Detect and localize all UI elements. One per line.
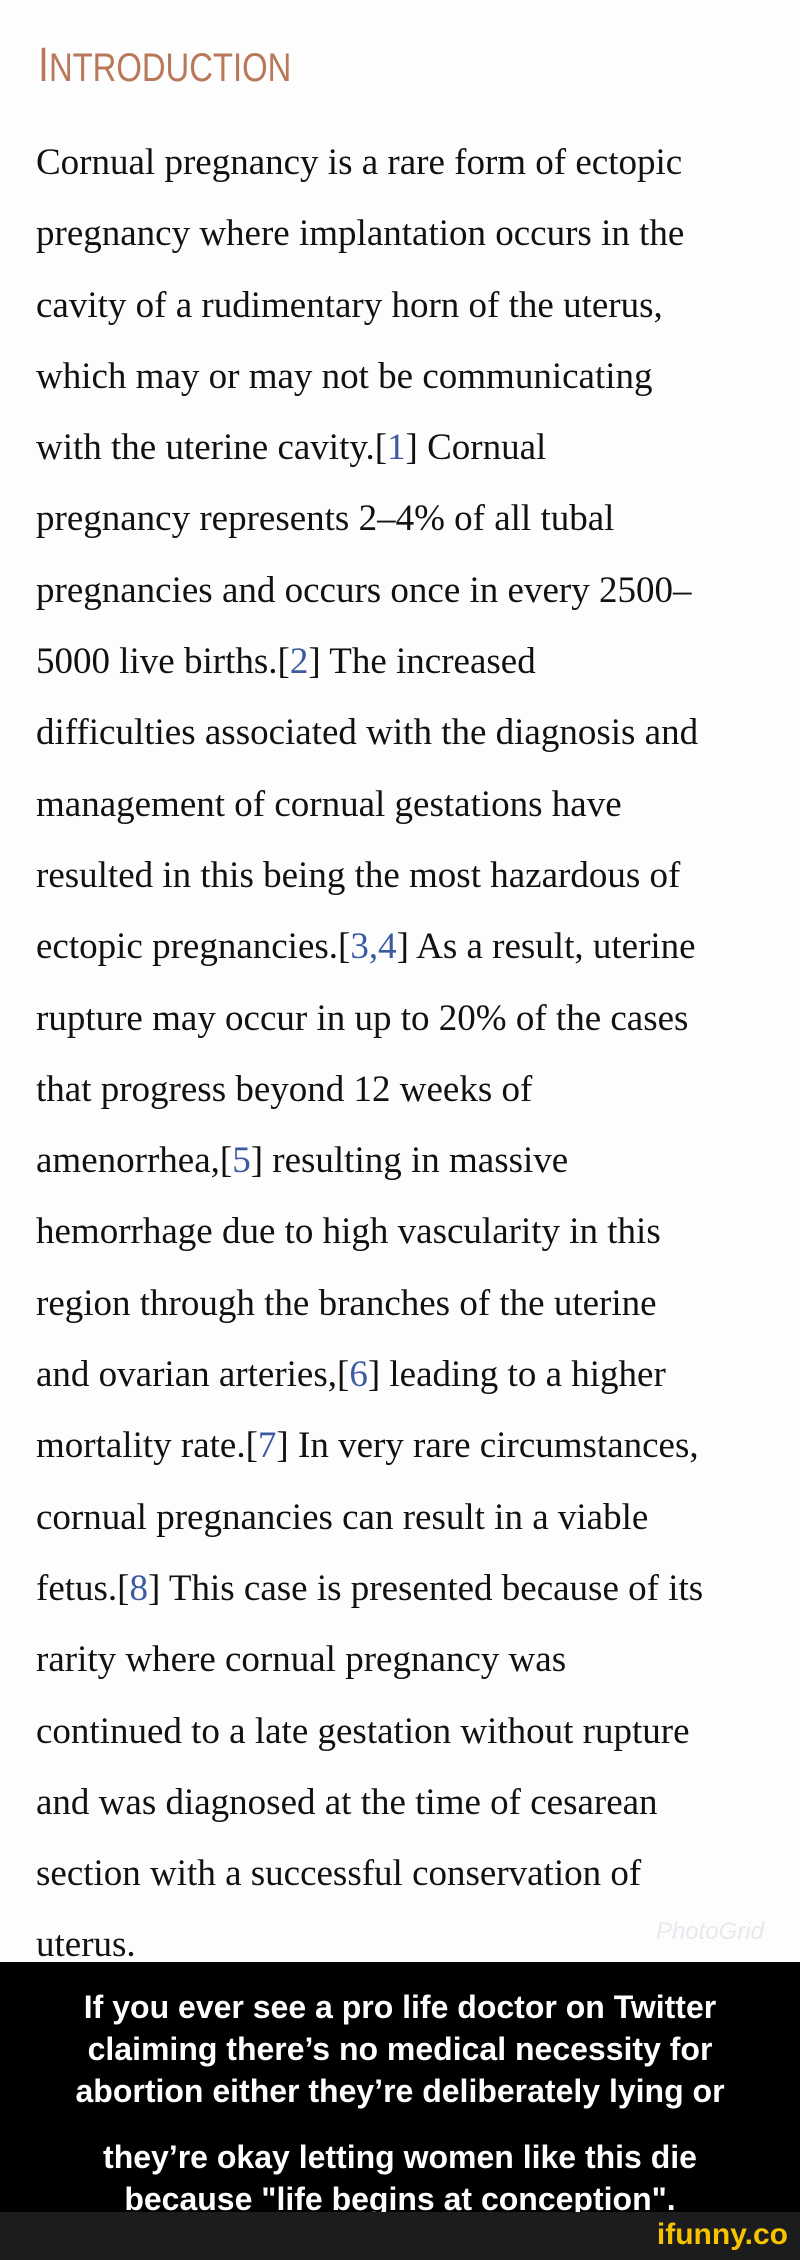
- text-segment: and ovarian arteries,[: [36, 1354, 350, 1396]
- text-segment: which may or may not be communicating: [36, 355, 653, 397]
- text-line: cornual pregnancies can result in a viab…: [36, 1490, 703, 1561]
- text-line: 5000 live births.[2] The increased: [36, 634, 703, 705]
- text-segment: cornual pregnancies can result in a viab…: [36, 1496, 649, 1538]
- text-line: that progress beyond 12 weeks of: [36, 1062, 703, 1133]
- text-segment: ] Cornual: [405, 427, 547, 469]
- text-segment: hemorrhage due to high vascularity in th…: [36, 1211, 661, 1253]
- text-line: hemorrhage due to high vascularity in th…: [36, 1204, 703, 1275]
- text-segment: Cornual pregnancy is a rare form of ecto…: [36, 142, 683, 183]
- text-segment: ] leading to a higher: [367, 1354, 666, 1396]
- heading-rest: NTRODUCTION: [48, 46, 292, 90]
- footer-bar: ifunny.co: [0, 2212, 800, 2260]
- meme-caption: If you ever see a pro life doctor on Twi…: [0, 1962, 800, 2217]
- caption-line: abortion either they’re deliberately lyi…: [75, 2073, 725, 2109]
- text-segment: and was diagnosed at the time of cesarea…: [36, 1781, 658, 1823]
- text-line: region through the branches of the uteri…: [36, 1276, 703, 1347]
- text-segment: ] The increased: [308, 641, 536, 683]
- watermark: PhotoGrid: [655, 1918, 764, 1945]
- text-segment: continued to a late gestation without ru…: [36, 1710, 690, 1752]
- text-segment: pregnancies and occurs once in every 250…: [36, 569, 692, 611]
- text-segment: ] In very rare circumstances,: [276, 1425, 699, 1467]
- text-segment: ectopic pregnancies.[: [36, 926, 351, 968]
- caption-line: they’re okay letting women like this die: [103, 2139, 697, 2175]
- heading-initial: I: [38, 39, 49, 92]
- text-segment: cavity of a rudimentary horn of the uter…: [36, 284, 663, 326]
- text-segment: ] As a result, uterine: [396, 926, 696, 968]
- text-line: resulted in this being the most hazardou…: [36, 848, 703, 919]
- text-line: rupture may occur in up to 20% of the ca…: [36, 991, 703, 1062]
- text-line: and was diagnosed at the time of cesarea…: [36, 1775, 703, 1846]
- text-line: with the uterine cavity.[1] Cornual: [36, 420, 703, 491]
- caption-line: claiming there’s no medical necessity fo…: [87, 2031, 713, 2067]
- section-heading: INTRODUCTION: [38, 38, 291, 93]
- text-line: pregnancies and occurs once in every 250…: [36, 563, 703, 634]
- text-segment: uterus.: [36, 1924, 136, 1966]
- text-line: rarity where cornual pregnancy was: [36, 1632, 703, 1703]
- text-line: difficulties associated with the diagnos…: [36, 705, 703, 776]
- text-segment: amenorrhea,[: [36, 1140, 233, 1182]
- text-segment: region through the branches of the uteri…: [36, 1282, 657, 1324]
- text-segment: fetus.[: [36, 1567, 130, 1609]
- text-segment: management of cornual gestations have: [36, 783, 622, 825]
- citation-link[interactable]: 3,4: [350, 926, 397, 968]
- text-segment: pregnancy where implantation occurs in t…: [36, 213, 685, 255]
- citation-link[interactable]: 1: [387, 427, 406, 469]
- text-line: cavity of a rudimentary horn of the uter…: [36, 278, 703, 349]
- citation-link[interactable]: 6: [349, 1354, 368, 1396]
- text-segment: section with a successful conservation o…: [36, 1853, 642, 1895]
- text-segment: rupture may occur in up to 20% of the ca…: [36, 997, 689, 1039]
- citation-link[interactable]: 8: [129, 1567, 149, 1609]
- text-segment: ] This case is presented because of its: [148, 1567, 704, 1609]
- text-line: ectopic pregnancies.[3,4] As a result, u…: [36, 919, 703, 990]
- text-line: pregnancy represents 2–4% of all tubal: [36, 491, 703, 562]
- text-line: mortality rate.[7] In very rare circumst…: [36, 1418, 703, 1489]
- text-line: management of cornual gestations have: [36, 777, 703, 848]
- text-segment: that progress beyond 12 weeks of: [36, 1068, 533, 1110]
- text-line: uterus.: [36, 1917, 703, 1988]
- citation-link[interactable]: 7: [257, 1425, 277, 1467]
- caption-paragraph-1: If you ever see a pro life doctor on Twi…: [0, 1986, 800, 2112]
- text-line: continued to a late gestation without ru…: [36, 1704, 703, 1775]
- text-line: amenorrhea,[5] resulting in massive: [36, 1133, 703, 1204]
- citation-link[interactable]: 2: [289, 641, 309, 683]
- text-line: Cornual pregnancy is a rare form of ecto…: [36, 135, 703, 206]
- caption-paragraph-2: they’re okay letting women like this die…: [0, 2136, 800, 2220]
- text-segment: 5000 live births.[: [36, 641, 290, 683]
- text-segment: ] resulting in massive: [250, 1140, 569, 1182]
- text-line: pregnancy where implantation occurs in t…: [36, 206, 703, 277]
- text-segment: rarity where cornual pregnancy was: [36, 1639, 567, 1681]
- text-line: fetus.[8] This case is presented because…: [36, 1561, 703, 1632]
- citation-link[interactable]: 5: [232, 1140, 251, 1182]
- caption-line: If you ever see a pro life doctor on Twi…: [83, 1989, 717, 2025]
- text-segment: mortality rate.[: [36, 1425, 258, 1467]
- text-segment: pregnancy represents 2–4% of all tubal: [36, 498, 615, 540]
- text-line: and ovarian arteries,[6] leading to a hi…: [36, 1347, 703, 1418]
- ifunny-logo[interactable]: ifunny.co: [656, 2218, 788, 2251]
- text-line: section with a successful conservation o…: [36, 1846, 703, 1917]
- article-body: Cornual pregnancy is a rare form of ecto…: [36, 135, 703, 1989]
- text-line: which may or may not be communicating: [36, 349, 703, 420]
- text-segment: with the uterine cavity.[: [36, 427, 388, 469]
- caption-line: because "life begins at conception".: [124, 2181, 676, 2217]
- text-segment: difficulties associated with the diagnos…: [36, 712, 699, 754]
- text-segment: resulted in this being the most hazardou…: [36, 854, 681, 896]
